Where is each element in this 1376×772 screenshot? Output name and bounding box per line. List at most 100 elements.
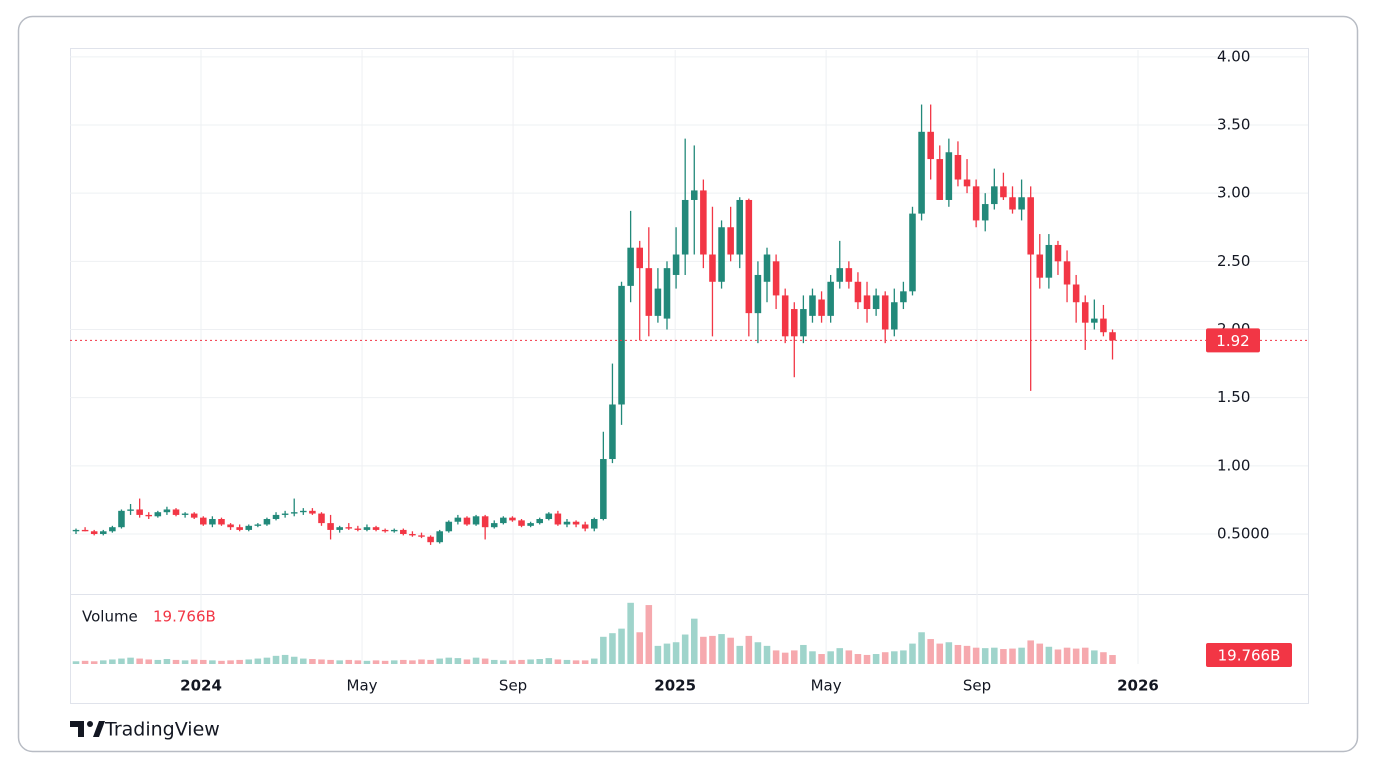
candle-body [290,512,298,514]
volume-bar [318,659,325,664]
marks [70,104,1308,664]
candle-body [490,523,498,528]
candle-body [463,517,471,525]
candle-body [363,527,371,530]
candle-body [181,513,189,515]
volume-bar [972,647,980,664]
candle-body [854,281,862,303]
candle-body [427,536,434,543]
brand-logo [70,721,105,737]
candle-body [1109,332,1116,341]
volume-bar [1081,647,1089,664]
candle-body [145,514,153,517]
candle-body [500,517,507,524]
volume-bar [981,648,989,664]
candle-body [136,509,143,515]
volume-bar [263,657,271,664]
candle-body [681,199,689,255]
candle-body [627,247,634,286]
volume-bar [481,658,489,664]
candle-body [600,459,607,520]
candle-body [845,268,853,282]
candle-body [200,517,207,525]
last-price-box [1206,328,1260,353]
candle-body [172,509,180,515]
volume-bar [727,637,734,664]
volume-bar [863,654,871,664]
candle-body [672,254,680,275]
volume-bar [1018,647,1025,664]
candle-body [981,204,989,221]
last-price-label: 1.92 [1216,332,1249,350]
volume-bar [1100,652,1107,664]
volume-bar [536,659,543,664]
volume-bar [100,660,107,664]
y-tick-label: 2.50 [1217,252,1250,270]
volume-bar [472,657,480,664]
y-tick-label: 3.50 [1217,115,1250,133]
candle-body [227,524,234,528]
volume-bar [72,661,80,664]
volume-bar [600,636,607,664]
volume-bar [581,660,589,664]
volume-bar [936,643,944,664]
candle-body [1063,261,1071,285]
volume-bar [645,605,653,664]
candle-body [891,302,898,330]
candle-body [691,190,698,200]
x-tick-label: 2026 [1117,677,1159,695]
volume-bar [245,659,253,664]
volume-bar [1109,655,1116,664]
candle-body [518,520,525,526]
volume-bar [991,647,998,664]
volume-bar [90,661,98,664]
candle-body [791,309,798,337]
candle-body [918,131,925,214]
candle-body [972,186,980,221]
volume-bar [1045,646,1053,664]
candle-body [190,513,198,518]
x-tick-label: Sep [499,677,527,695]
volume-bar [509,660,516,664]
volume-bar [563,659,571,664]
volume-bar [272,655,280,664]
candle-body [572,521,580,525]
candle-body [709,254,716,282]
volume-bar [709,635,716,664]
candle-body [718,227,725,282]
candle-body [927,131,934,160]
volume-bar [145,659,153,664]
candle-body [836,268,844,282]
candle-body [909,213,916,292]
volume-bar [500,660,507,664]
candle-body [881,295,889,330]
volume-bar [400,659,407,664]
volume-bar [681,634,689,664]
volume-bar [354,660,362,664]
volume-bar [327,659,334,664]
volume-bar [963,645,971,664]
candle-body [436,531,443,543]
volume-bar [672,642,680,664]
candle-body [736,199,744,255]
volume-bar [927,639,934,664]
candle-body [827,281,834,316]
x-tick-label: May [347,677,378,695]
volume-bar [372,660,380,664]
volume-bar [663,643,671,664]
candle-body [218,519,225,525]
candle-body [281,513,289,515]
candle-body [945,152,953,200]
volume-bar [827,651,834,664]
volume-bar [736,645,744,664]
volume-bar [918,632,925,664]
candle-body [545,513,553,520]
volume-bar [336,660,343,664]
candle-body [1036,254,1044,278]
volume-bar [454,658,462,664]
volume-bar [909,643,916,664]
volume-bar [845,650,853,664]
candle-body [509,517,516,521]
y-tick-label: 0.5000 [1217,525,1270,543]
